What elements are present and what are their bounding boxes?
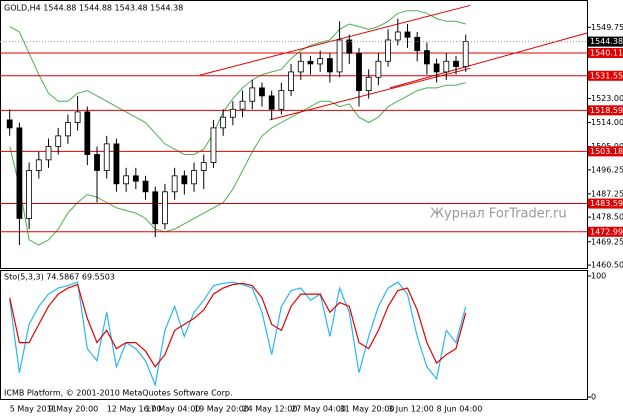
candle-body	[65, 122, 71, 137]
y-tick-label: 100	[591, 272, 606, 281]
y-tick-label: 1469.25	[591, 237, 623, 246]
candle-body	[200, 162, 207, 171]
candle-body	[268, 95, 275, 110]
candle-body	[220, 116, 227, 129]
candle-body	[259, 87, 265, 97]
y-tick-label: 1487.25	[591, 189, 623, 198]
x-tick-label: 27 May 04:00	[291, 405, 346, 414]
candle-body	[326, 58, 333, 73]
candle-body	[404, 31, 411, 38]
candle-body	[462, 41, 469, 68]
level-label-box	[588, 70, 623, 81]
candle-body	[45, 146, 52, 161]
level-label: 1540.11	[590, 48, 623, 57]
footer: ICMB Platform, © 2001-2010 MetaQuotes So…	[4, 389, 233, 398]
candle-body	[249, 87, 256, 102]
trend-line	[199, 4, 471, 76]
y-tick-label: 1549.75	[591, 23, 623, 32]
stochastic-line	[9, 282, 467, 368]
stochastic-panel	[0, 270, 588, 400]
indicator-title: Sto(5,3,3) 74.5867 69.5503	[4, 273, 115, 282]
candle-body	[74, 111, 81, 123]
watermark: Журнал ForTrader.ru	[430, 207, 567, 222]
candle-body	[26, 170, 33, 219]
candle-body	[317, 58, 324, 65]
level-label: 1531.55	[590, 71, 623, 80]
candle-body	[191, 170, 197, 185]
y-tick-label: 1523.00	[591, 94, 623, 103]
level-label-box	[588, 105, 623, 116]
x-tick-label: 17 May 04:00	[146, 405, 201, 414]
candle-body	[152, 191, 159, 225]
x-tick-label: 12 May 16:00	[107, 405, 162, 414]
candle-body	[385, 39, 391, 62]
candle-body	[210, 127, 217, 163]
x-tick-label: 9 May 20:00	[49, 405, 99, 414]
candle-body	[375, 60, 382, 78]
candle-body	[307, 60, 314, 65]
price-label: 1544.38	[590, 37, 623, 46]
candle-body	[35, 159, 42, 171]
level-label: 1472.99	[590, 227, 623, 236]
level-label-box	[588, 226, 623, 237]
candle-body	[239, 100, 246, 110]
chart-title: GOLD,H4 1544.88 1544.88 1543.48 1544.38	[4, 4, 183, 13]
candle-body	[123, 175, 130, 185]
trend-line	[389, 32, 588, 89]
level-label: 1483.59	[590, 199, 623, 208]
trend-line	[269, 67, 471, 121]
candle-body	[229, 108, 236, 118]
candle-body	[181, 175, 188, 185]
candle-body	[16, 127, 23, 219]
level-label-box	[588, 198, 623, 209]
candle-body	[394, 31, 401, 41]
candle-body	[162, 191, 168, 225]
candle-body	[365, 76, 372, 91]
candle-body	[336, 39, 343, 73]
y-tick-label: 1478.50	[591, 213, 623, 222]
candle-body	[433, 63, 440, 73]
y-tick-label: 1514.00	[591, 118, 623, 127]
candle-body	[443, 60, 450, 73]
candle-body	[288, 71, 294, 91]
level-label-box	[588, 47, 623, 58]
y-tick-label: 1496.25	[591, 165, 623, 174]
candle-body	[346, 39, 353, 54]
candle-body	[356, 52, 362, 91]
main-panel	[0, 0, 588, 269]
candle-body	[453, 60, 459, 68]
candle-body	[55, 135, 62, 147]
x-tick-label: 5 May 2011	[10, 405, 57, 414]
candle-body	[84, 111, 91, 155]
y-tick-label: 1460.50	[591, 261, 623, 270]
level-label: 1503.18	[590, 147, 623, 156]
candle-body	[171, 175, 178, 193]
candle-body	[132, 175, 139, 182]
candle-body	[142, 180, 149, 193]
bollinger-band	[9, 82, 466, 246]
x-tick-label: 8 Jun 04:00	[437, 405, 483, 414]
price-label-box	[588, 36, 623, 47]
x-tick-label: 3 Jun 12:00	[388, 405, 434, 414]
candle-body	[6, 119, 13, 129]
candle-body	[424, 50, 430, 65]
candle-body	[414, 36, 421, 52]
candle-body	[297, 60, 304, 73]
candle-body	[113, 143, 120, 185]
x-tick-label: 31 May 20:00	[340, 405, 395, 414]
level-label-box	[588, 146, 623, 157]
x-tick-label: 19 May 20:00	[194, 405, 249, 414]
x-tick-label: 24 May 12:00	[243, 405, 298, 414]
level-label: 1518.59	[590, 106, 623, 115]
plot-layer	[0, 4, 588, 388]
candle-body	[278, 90, 285, 110]
candle-body	[103, 143, 110, 171]
bollinger-band	[9, 10, 466, 155]
candle-body	[94, 154, 100, 171]
y-tick-label: 0	[591, 393, 596, 402]
